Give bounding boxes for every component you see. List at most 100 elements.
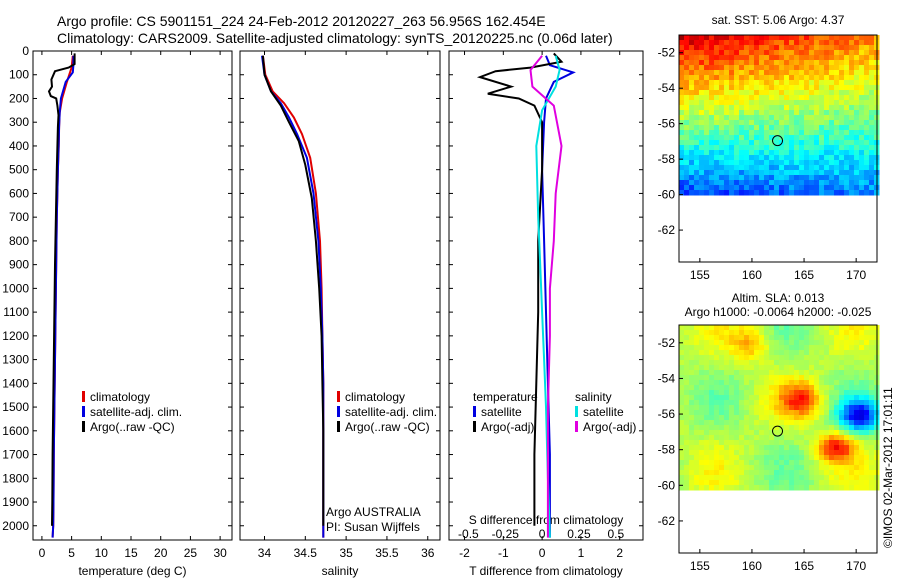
legend-swatch [337, 391, 340, 402]
map-cell [744, 170, 750, 176]
map-cell [814, 355, 820, 361]
map-cell [749, 185, 755, 191]
map-cell [714, 485, 720, 491]
map-cell [769, 90, 775, 96]
map-cell [834, 140, 840, 146]
map-cell [844, 125, 850, 131]
map-cell [759, 75, 765, 81]
map-cell [754, 125, 760, 131]
map-cell [684, 430, 690, 436]
map-cell [784, 155, 790, 161]
legend-label: Argo(-adj) [583, 420, 636, 434]
map-cell [719, 420, 725, 426]
map-cell [709, 360, 715, 366]
map-cell [689, 430, 695, 436]
map-cell [694, 405, 700, 411]
map-cell [819, 70, 825, 76]
map-cell [794, 160, 800, 166]
map-cell [749, 70, 755, 76]
map-cell [774, 400, 780, 406]
map-cell [714, 465, 720, 471]
map-cell [679, 385, 685, 391]
map-cell [749, 135, 755, 141]
map-cell [869, 350, 875, 356]
map-cell [784, 170, 790, 176]
map-cell [854, 60, 860, 66]
map-cell [739, 40, 745, 46]
map-cell [699, 485, 705, 491]
map-cell [789, 110, 795, 116]
map-cell [789, 115, 795, 121]
map-cell [819, 470, 825, 476]
map-cell [769, 140, 775, 146]
map-cell [709, 460, 715, 466]
map-cell [694, 325, 700, 331]
map-cell [684, 85, 690, 91]
map-cell [854, 185, 860, 191]
map-cell [839, 465, 845, 471]
map-cell [784, 365, 790, 371]
map-cell [734, 105, 740, 111]
map-cell [699, 440, 705, 446]
map-cell [709, 105, 715, 111]
map-cell [824, 365, 830, 371]
map-cell [799, 470, 805, 476]
map-cell [794, 140, 800, 146]
map-cell [774, 115, 780, 121]
map-cell [689, 470, 695, 476]
map-cell [699, 325, 705, 331]
map-cell [794, 60, 800, 66]
map-cell [829, 465, 835, 471]
map-cell [724, 140, 730, 146]
map-cell [779, 370, 785, 376]
map-cell [789, 395, 795, 401]
map-cell [749, 165, 755, 171]
map-cell [854, 410, 860, 416]
top-tick-label: 0.5 [607, 527, 624, 541]
map-cell [774, 135, 780, 141]
map-cell [699, 480, 705, 486]
map-cell [864, 440, 870, 446]
map-y-label: -60 [658, 188, 676, 202]
map-cell [744, 450, 750, 456]
map-cell [769, 115, 775, 121]
map-cell [764, 340, 770, 346]
map-cell [704, 115, 710, 121]
map-cell [754, 350, 760, 356]
map-cell [744, 100, 750, 106]
map-cell [784, 460, 790, 466]
map-cell [844, 110, 850, 116]
map-cell [709, 85, 715, 91]
map-cell [794, 50, 800, 56]
map-cell [744, 350, 750, 356]
map-cell [709, 130, 715, 136]
map-cell [744, 470, 750, 476]
map-cell [764, 485, 770, 491]
map-cell [734, 415, 740, 421]
map-cell [779, 415, 785, 421]
map-cell [859, 80, 865, 86]
legend-swatch [82, 421, 85, 432]
map-cell [709, 445, 715, 451]
map-cell [844, 90, 850, 96]
map-cell [799, 115, 805, 121]
map-cell [844, 160, 850, 166]
map-cell [744, 190, 750, 196]
map-cell [804, 425, 810, 431]
map-cell [734, 435, 740, 441]
map-cell [834, 175, 840, 181]
map-cell [809, 395, 815, 401]
map-cell [704, 180, 710, 186]
map-cell [864, 445, 870, 451]
map-cell [749, 485, 755, 491]
map-cell [869, 170, 875, 176]
map-cell [864, 35, 870, 41]
map-cell [714, 425, 720, 431]
map-cell [749, 155, 755, 161]
map-cell [694, 420, 700, 426]
map-cell [784, 345, 790, 351]
map-cell [689, 105, 695, 111]
map-cell [774, 370, 780, 376]
map-cell [799, 440, 805, 446]
map-cell [699, 470, 705, 476]
